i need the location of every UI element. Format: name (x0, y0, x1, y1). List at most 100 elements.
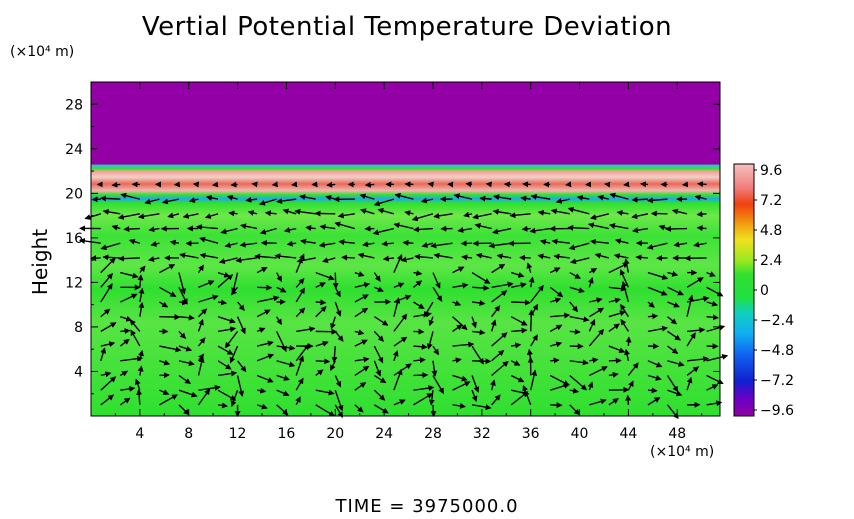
wind-vector (195, 224, 219, 231)
chart-title: Vertial Potential Temperature Deviation (141, 12, 673, 42)
wind-vector (589, 357, 599, 364)
wind-vector (647, 313, 659, 320)
wind-vector (567, 206, 590, 215)
x-tick-label: 36 (522, 426, 540, 442)
wind-vector (646, 242, 668, 250)
wind-vector (471, 375, 480, 393)
wind-vector (452, 341, 475, 348)
wind-vector (129, 319, 141, 332)
wind-vector (491, 332, 508, 347)
wind-vector (100, 257, 116, 274)
x-tick-label: 40 (571, 426, 589, 442)
wind-vector (706, 353, 729, 362)
wind-vector (178, 374, 192, 385)
wind-vector (706, 300, 718, 307)
wind-vector (326, 181, 336, 188)
wind-vector (608, 310, 626, 318)
wind-vector (452, 266, 465, 274)
wind-vector (178, 314, 195, 321)
wind-vector (667, 360, 685, 367)
wind-vector (413, 226, 434, 233)
wind-vector (159, 359, 171, 366)
wind-vector (608, 297, 622, 304)
wind-vector (432, 286, 443, 302)
wind-vector (217, 345, 234, 355)
wind-vector (393, 222, 414, 230)
wind-vector (590, 213, 610, 220)
wind-vector (315, 389, 335, 396)
wind-vector (294, 208, 316, 215)
wind-vector (697, 181, 707, 188)
wind-vector (178, 389, 198, 398)
wind-vector (254, 253, 277, 260)
wind-vector (282, 208, 297, 215)
y-tick-label: 12 (65, 275, 83, 291)
wind-vector (472, 213, 492, 220)
wind-vector (296, 257, 316, 264)
wind-vector (667, 270, 679, 277)
wind-vector (526, 262, 533, 273)
wind-vector (251, 181, 258, 188)
wind-vector (100, 308, 111, 318)
wind-vector (295, 355, 305, 376)
wind-vector (686, 332, 696, 347)
wind-vector (491, 263, 506, 274)
wind-vector (413, 343, 428, 350)
wind-vector (354, 271, 365, 277)
wind-vector (474, 222, 492, 230)
wind-vector (229, 345, 239, 364)
wind-vector (373, 272, 381, 282)
wind-vector (256, 387, 267, 394)
wind-vector (318, 241, 336, 248)
wind-vector (491, 394, 501, 406)
wind-vector (362, 241, 375, 248)
wind-vector (99, 195, 121, 202)
wind-vector (568, 242, 590, 251)
wind-vector (414, 253, 434, 260)
wind-vector (197, 353, 205, 362)
wind-vector (511, 327, 528, 334)
wind-vector (471, 329, 486, 336)
wind-vector (453, 193, 473, 200)
wind-vector (138, 349, 144, 361)
wind-vector (471, 389, 478, 403)
wind-vector (627, 380, 634, 391)
wind-vector (245, 196, 258, 203)
wind-vector (338, 239, 355, 246)
wind-vector (228, 210, 238, 217)
wind-vector (295, 343, 310, 362)
wind-vector (431, 360, 438, 377)
wind-vector (100, 283, 113, 303)
wind-vector (354, 356, 370, 363)
wind-vector (256, 340, 274, 347)
wind-vector (614, 238, 629, 245)
wind-vector (102, 254, 121, 261)
wind-vector (217, 402, 228, 409)
wind-vector (567, 224, 590, 231)
wind-vector (295, 277, 305, 288)
wind-vector (550, 312, 571, 319)
wind-vector (204, 213, 219, 219)
wind-vector (377, 207, 395, 215)
wind-vector (354, 294, 369, 303)
wind-vectors (78, 181, 729, 420)
wind-vector (530, 303, 539, 318)
wind-vector (217, 316, 236, 324)
wind-vector (510, 374, 525, 383)
wind-vector (199, 252, 219, 259)
field-layer-0 (91, 199, 720, 416)
wind-vector (334, 330, 344, 342)
x-tick-label: 28 (424, 426, 442, 442)
wind-vector (130, 329, 141, 347)
wind-vector (613, 253, 629, 260)
wind-vector (686, 356, 710, 363)
wind-vector (159, 394, 178, 406)
wind-vector (432, 345, 440, 356)
wind-vector (608, 223, 629, 230)
wind-vector (412, 280, 423, 288)
wind-vector (364, 181, 375, 188)
wind-vector (198, 280, 215, 288)
wind-vector (402, 239, 414, 246)
wind-vector (589, 366, 608, 377)
wind-vector (457, 227, 473, 233)
